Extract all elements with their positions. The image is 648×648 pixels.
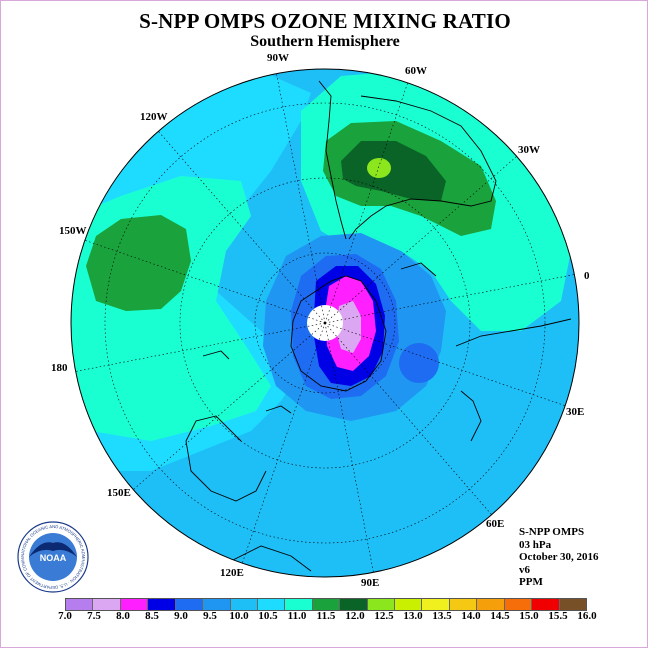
lon-label-30w: 30W	[518, 144, 540, 156]
colorbar-tick-label: 13.0	[403, 610, 423, 622]
colorbar-swatch	[257, 599, 286, 610]
field-12-0	[341, 141, 446, 201]
colorbar-swatch	[312, 599, 341, 610]
info-level: 03 hPa	[519, 538, 552, 551]
colorbar-tick-label: 8.0	[116, 610, 130, 622]
logo-text: NOAA	[40, 553, 67, 563]
colorbar-swatch	[203, 599, 231, 610]
field-12-5	[367, 158, 391, 178]
colorbar-tick-label: 11.0	[287, 610, 307, 622]
lon-label-150w: 150W	[59, 225, 87, 237]
colorbar-tick-label: 7.5	[87, 610, 101, 622]
colorbar-swatch	[559, 599, 587, 610]
lon-label-180: 180	[51, 362, 68, 374]
colorbar-ticks: 7.0 7.5 8.0 8.5 9.0 9.5 10.0 10.5 11.0 11.5 12.0 12…	[58, 610, 597, 624]
lon-label-120w: 120W	[140, 111, 168, 123]
colorbar-tick-label: 16.0	[577, 610, 597, 622]
info-version: v6	[519, 563, 530, 576]
colorbar	[65, 598, 587, 611]
latitude-circle-70	[254, 252, 396, 394]
ozone-field	[71, 69, 579, 577]
colorbar-tick-label: 13.5	[432, 610, 452, 622]
lon-label-150e: 150E	[107, 487, 131, 499]
coastlines	[185, 80, 572, 572]
lon-label-0: 0	[584, 270, 590, 282]
info-date: October 30, 2016	[519, 551, 599, 563]
colorbar-swatch	[422, 599, 450, 610]
colorbar-swatch	[66, 599, 94, 610]
colorbar-swatch	[367, 599, 396, 610]
colorbar-tick-label: 11.5	[316, 610, 336, 622]
globe-outline	[70, 68, 580, 578]
logo-gull	[29, 542, 77, 557]
latitude-circle-220	[104, 102, 546, 544]
colorbar-tick-label: 8.5	[145, 610, 159, 622]
colorbar-tick-label: 9.0	[174, 610, 188, 622]
colorbar-swatch	[230, 599, 258, 610]
info-units: PPM	[519, 576, 543, 588]
noaa-logo: NATIONAL OCEANIC AND ATMOSPHERIC ADMINIS…	[17, 521, 89, 593]
colorbar-swatch	[175, 599, 204, 610]
latitude-circle-145	[179, 177, 471, 469]
colorbar-swatch	[477, 599, 505, 610]
colorbar-swatch	[120, 599, 149, 610]
colorbar-tick-label: 15.0	[519, 610, 539, 622]
map-title: S-NPP OMPS OZONE MIXING RATIO	[139, 9, 511, 33]
lon-label-60e: 60E	[486, 518, 504, 530]
colorbar-tick-label: 12.5	[374, 610, 394, 622]
colorbar-tick-label: 14.5	[490, 610, 510, 622]
lon-label-30e: 30E	[566, 406, 584, 418]
lon-label-90w: 90W	[267, 52, 289, 64]
colorbar-tick-label: 9.5	[203, 610, 217, 622]
field-11-5-pacific	[86, 215, 191, 311]
colorbar-tick-label: 14.0	[461, 610, 481, 622]
field-9-5-patch	[399, 343, 439, 383]
colorbar-swatch	[340, 599, 368, 610]
colorbar-tick-label: 10.5	[258, 610, 278, 622]
lon-label-60w: 60W	[405, 65, 427, 77]
graticule	[75, 73, 575, 573]
colorbar-tick-label: 15.5	[548, 610, 568, 622]
map-info: S-NPP OMPS 03 hPa October 30, 2016 v6 PP…	[519, 526, 599, 589]
map-subtitle: Southern Hemisphere	[250, 33, 400, 50]
lon-label-120e: 120E	[220, 567, 244, 579]
colorbar-swatch	[148, 599, 176, 610]
colorbar-swatch	[504, 599, 533, 610]
colorbar-swatch	[285, 599, 313, 610]
colorbar-tick-label: 10.0	[229, 610, 249, 622]
info-instrument: S-NPP OMPS	[519, 526, 585, 538]
colorbar-swatch	[93, 599, 121, 610]
colorbar-tick-label: 7.0	[58, 610, 72, 622]
colorbar-swatch	[395, 599, 423, 610]
colorbar-tick-label: 12.0	[345, 610, 365, 622]
colorbar-swatch	[449, 599, 478, 610]
longitude-labels: 90W 60W 30W 0 30E 60E 90E 120E 150E 180 …	[51, 52, 590, 589]
field-7-5	[336, 301, 361, 353]
lon-label-90e: 90E	[361, 577, 379, 589]
colorbar-swatch	[532, 599, 560, 610]
